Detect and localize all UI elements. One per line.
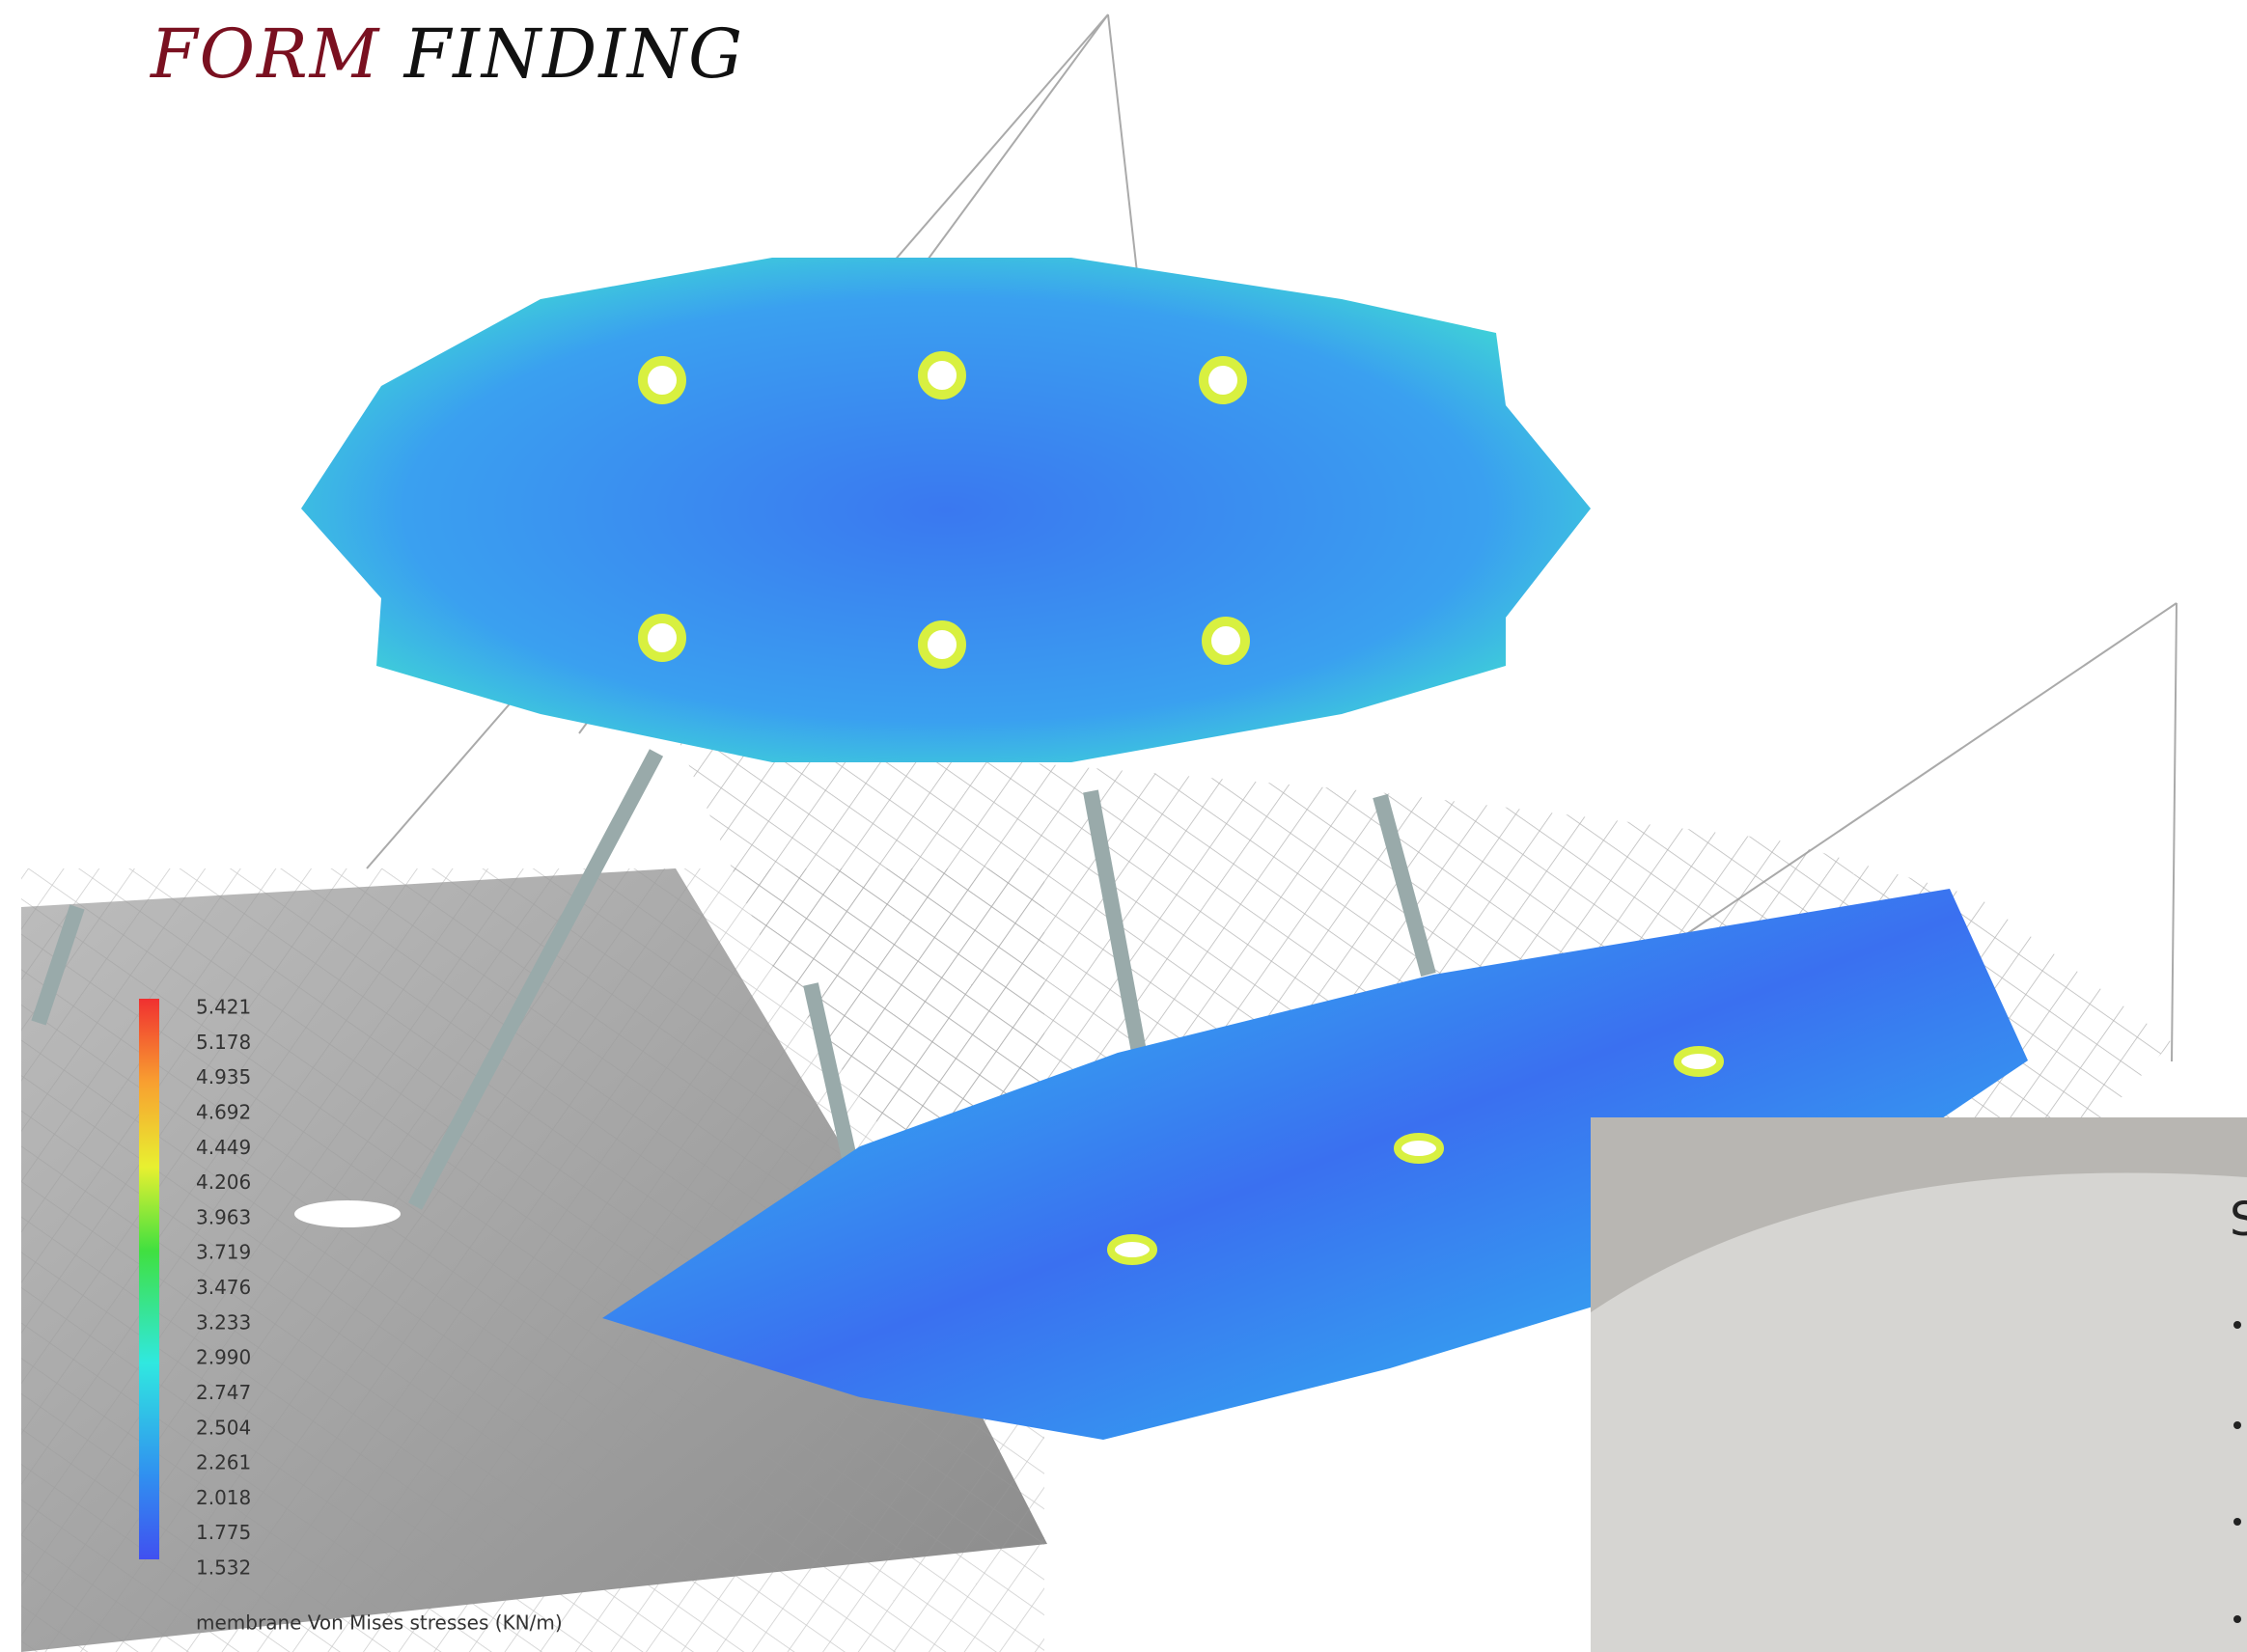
- legend-label: 3.476: [196, 1276, 251, 1299]
- tent-opening: [294, 1200, 401, 1227]
- legend-label: 2.018: [196, 1486, 251, 1509]
- legend-label: 2.990: [196, 1346, 251, 1369]
- legend-label: 5.421: [196, 996, 251, 1019]
- legend-label: 2.261: [196, 1451, 251, 1474]
- legend-label: 4.206: [196, 1170, 251, 1194]
- legend-label: 2.747: [196, 1381, 251, 1404]
- bullets: [2233, 1321, 2241, 1623]
- masts: [31, 749, 1436, 1210]
- legend-colorbar: [139, 999, 159, 1559]
- side-panel-curve: [1591, 1172, 2247, 1652]
- stress-membrane: [602, 889, 2028, 1440]
- legend-label: 3.719: [196, 1241, 251, 1264]
- legend-caption: membrane Von Mises stresses (KN/m): [196, 1611, 563, 1635]
- plan-holes: [638, 351, 1250, 669]
- legend: 5.421 5.178 4.935 4.692 4.449 4.206 3.963 3.719…: [196, 996, 251, 1580]
- stress-plan: [301, 258, 1591, 762]
- side-heading: S: [2230, 1193, 2247, 1247]
- legend-label: 4.692: [196, 1100, 251, 1123]
- legend-label: 1.775: [196, 1521, 251, 1544]
- legend-label: 2.504: [196, 1416, 251, 1439]
- legend-label: 3.963: [196, 1205, 251, 1228]
- membrane-holes: [1107, 1046, 1724, 1265]
- legend-label: 4.935: [196, 1065, 251, 1088]
- title-first: FORM: [149, 14, 381, 94]
- legend-label: 4.449: [196, 1136, 251, 1159]
- legend-label: 3.233: [196, 1310, 251, 1334]
- legend-label: 1.532: [196, 1556, 251, 1580]
- title: FORM FINDING: [149, 14, 744, 94]
- title-second: FINDING: [402, 14, 744, 94]
- legend-label: 5.178: [196, 1031, 251, 1054]
